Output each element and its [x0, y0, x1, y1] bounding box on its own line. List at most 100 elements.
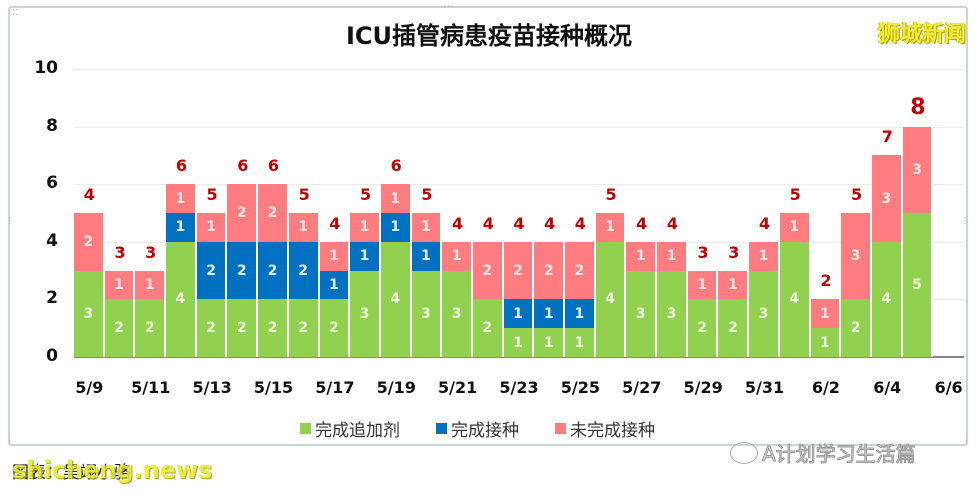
bar-segment-green: 2 [472, 299, 504, 357]
legend-item-booster[interactable]: 完成追加剂 [300, 416, 400, 441]
legend-item-vaccinated[interactable]: 完成接种 [436, 416, 519, 441]
bar-segment-blue: 1 [534, 299, 566, 329]
bar-segment-pink: 1 [104, 270, 136, 300]
gridline [74, 69, 964, 70]
bar-segment-pink: 1 [626, 241, 658, 271]
bar-segment-pink: 3 [841, 213, 872, 300]
total-label: 2 [820, 271, 832, 291]
bar-segment-green: 4 [779, 241, 811, 357]
bar-segment-green: 1 [565, 328, 596, 357]
resize-handle-top[interactable]: ···· [440, 2, 455, 11]
wechat-account-name: A计划学习生活篇 [762, 442, 917, 467]
bar-segment-blue: 1 [350, 241, 381, 271]
resize-handle-top-left[interactable]: ⁚⁚ [12, 8, 20, 17]
wechat-icon [730, 441, 758, 464]
total-label: 6 [267, 156, 280, 176]
x-tick-label: 6/4 [873, 378, 902, 397]
y-tick-label: 8 [46, 115, 58, 136]
bar-segment-pink: 1 [319, 241, 351, 271]
bar-segment-pink: 2 [503, 241, 535, 300]
chart-title: ICU插管病患疫苗接种概况 [345, 22, 633, 50]
bar-segment-pink: 1 [657, 241, 688, 271]
x-tick-label: 5/9 [75, 378, 104, 397]
legend-label: 完成接种 [451, 421, 519, 441]
bar-segment-blue: 2 [196, 241, 228, 300]
bar-segment-green: 4 [166, 241, 197, 357]
bar-segment-pink: 1 [595, 213, 627, 242]
total-label: 4 [636, 213, 648, 233]
bar-segment-blue: 2 [258, 241, 289, 300]
total-label: 6 [175, 156, 187, 176]
bar-segment-pink: 1 [411, 213, 443, 242]
total-label: 4 [329, 213, 341, 233]
bar-segment-green: 4 [595, 241, 627, 357]
y-tick-label: 4 [46, 230, 58, 251]
bar-segment-blue: 1 [319, 270, 351, 300]
total-label: 6 [390, 156, 402, 176]
total-label: 5 [421, 185, 433, 204]
total-label: 5 [789, 185, 801, 204]
bar-segment-green: 2 [258, 299, 289, 357]
legend-item-unvaccinated[interactable]: 未完成接种 [555, 416, 655, 441]
x-tick-label: 5/29 [683, 378, 723, 397]
total-label: 5 [298, 185, 310, 204]
legend: 完成追加剂 完成接种 未完成接种 [300, 416, 655, 441]
bar-segment-green: 2 [196, 299, 228, 357]
resize-handle-right[interactable]: ⋮ [961, 216, 970, 225]
x-tick-label: 5/15 [253, 378, 294, 397]
wechat-watermark: A计划学习生活篇 [730, 438, 916, 467]
total-label: 5 [359, 185, 372, 204]
bar-segment-green: 5 [902, 213, 934, 357]
bar-segment-pink: 2 [472, 241, 504, 300]
resize-handle-left[interactable]: ⋮ [6, 216, 15, 225]
bar-segment-pink: 1 [718, 270, 750, 300]
gridline [74, 126, 964, 128]
total-label: 4 [544, 213, 556, 233]
bar-segment-green: 2 [718, 299, 750, 357]
total-label: 7 [881, 127, 893, 147]
bar-segment-pink: 2 [565, 241, 596, 300]
bar-segment-pink: 1 [779, 213, 811, 242]
bar-segment-pink: 1 [687, 270, 719, 300]
bar-segment-green: 2 [104, 299, 136, 357]
total-label: 8 [910, 94, 926, 120]
bar-segment-green: 2 [319, 299, 351, 357]
total-label: 3 [145, 242, 157, 262]
x-tick-label: 5/17 [315, 378, 355, 397]
bar-segment-pink: 1 [135, 270, 167, 300]
bar-segment-pink: 1 [442, 241, 473, 271]
bar-segment-green: 3 [350, 270, 381, 357]
total-label: 4 [83, 185, 95, 204]
x-tick-label: 5/25 [560, 378, 600, 397]
x-tick-label: 5/21 [437, 378, 478, 397]
total-label: 5 [851, 185, 863, 204]
